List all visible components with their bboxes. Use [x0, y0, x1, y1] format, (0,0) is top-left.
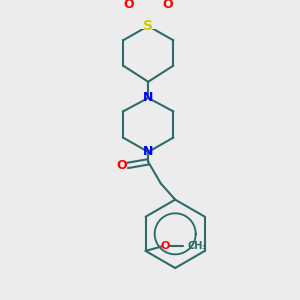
Text: O: O: [161, 242, 170, 251]
Text: N: N: [143, 146, 153, 158]
Text: O: O: [163, 0, 173, 11]
Text: O: O: [116, 159, 127, 172]
Text: CH₃: CH₃: [188, 242, 208, 251]
Text: O: O: [123, 0, 134, 11]
Text: N: N: [143, 92, 153, 104]
Text: S: S: [143, 19, 153, 33]
